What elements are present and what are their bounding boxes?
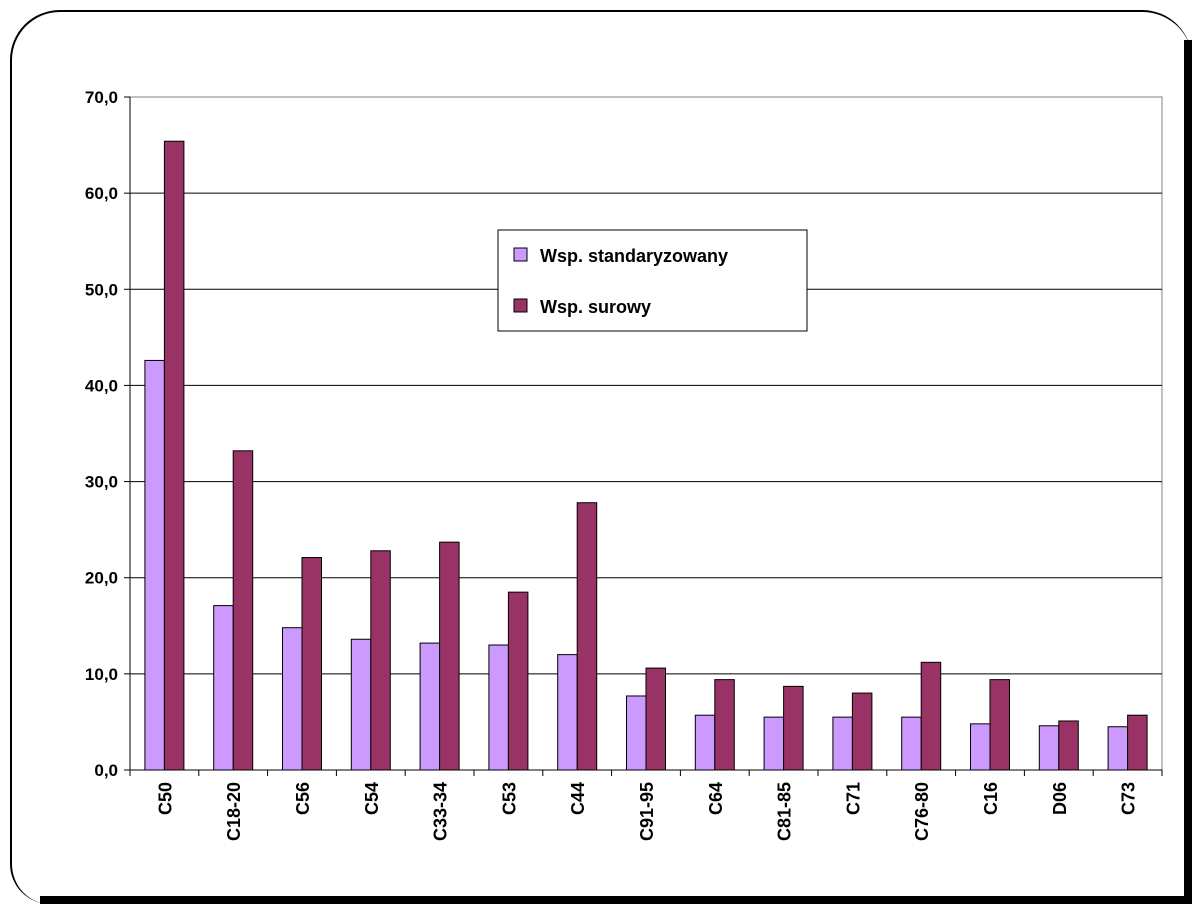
bar-raw — [370, 550, 391, 771]
bar-standardized — [488, 644, 509, 771]
bar-raw — [576, 502, 598, 771]
y-tick-label: 50,0 — [85, 280, 118, 299]
bar-raw — [439, 541, 460, 771]
bar-raw — [163, 140, 185, 771]
bar-standardized — [144, 359, 165, 771]
y-tick-label: 0,0 — [94, 761, 118, 780]
legend-label-standardized: Wsp. standaryzowany — [540, 246, 728, 266]
bar-standardized — [763, 716, 785, 771]
x-tick-label: C91-95 — [637, 782, 657, 841]
legend-swatch-raw — [513, 298, 528, 313]
x-tick-label: C16 — [981, 782, 1001, 815]
y-tick-label: 60,0 — [85, 184, 118, 203]
bar-raw — [232, 450, 254, 771]
bar-standardized — [901, 716, 922, 771]
bar-raw — [645, 667, 666, 771]
x-tick-label: C81-85 — [775, 782, 795, 841]
bar-standardized — [282, 627, 303, 771]
bar-standardized — [1107, 726, 1129, 771]
bar-raw — [851, 692, 873, 771]
y-tick-label: 10,0 — [85, 665, 118, 684]
y-tick-label: 70,0 — [85, 88, 118, 107]
axes-layer: 0,0 10,0 20,0 30,0 40,0 50,0 60,0 70,0 C50 C18-20… — [85, 88, 1163, 841]
x-tick-label: C53 — [499, 782, 519, 815]
x-tick-label: C50 — [155, 782, 175, 815]
bar-raw — [1127, 714, 1148, 771]
x-tick-label: C56 — [293, 782, 313, 815]
bar-standardized — [213, 605, 234, 771]
bar-standardized — [832, 716, 853, 771]
bar-raw — [714, 679, 735, 771]
bar-raw — [783, 685, 804, 771]
bar-standardized — [557, 654, 578, 771]
bar-raw — [1058, 720, 1079, 771]
x-tick-label: C64 — [706, 782, 726, 815]
x-tick-label: D06 — [1050, 782, 1070, 815]
legend: Wsp. standaryzowany Wsp. surowy — [497, 229, 808, 332]
frame-shadow-right — [1184, 40, 1192, 904]
bar-standardized — [350, 638, 372, 771]
x-tick-label: C76-80 — [912, 782, 932, 841]
y-tick-label: 20,0 — [85, 569, 118, 588]
x-tick-label: C18-20 — [224, 782, 244, 841]
bar-raw — [507, 591, 529, 771]
bar-raw — [920, 661, 942, 771]
bars-layer — [144, 140, 1148, 771]
x-tick-label: C44 — [568, 782, 588, 815]
bar-raw — [989, 679, 1010, 771]
x-tick-label: C33-34 — [431, 782, 451, 841]
x-tick-label: C71 — [843, 782, 863, 815]
y-tick-label: 40,0 — [85, 376, 118, 395]
bar-standardized — [970, 723, 991, 771]
bar-standardized — [1038, 725, 1060, 771]
legend-swatch-standardized — [513, 247, 528, 262]
frame-shadow-bottom — [40, 896, 1192, 904]
x-tick-label: C54 — [362, 782, 382, 815]
x-tick-label: C73 — [1119, 782, 1139, 815]
legend-label-raw: Wsp. surowy — [540, 297, 651, 317]
y-tick-label: 30,0 — [85, 473, 118, 492]
bar-standardized — [626, 695, 647, 771]
bar-raw — [301, 557, 322, 771]
bar-standardized — [419, 642, 441, 771]
bar-standardized — [694, 714, 716, 771]
legend-box — [497, 229, 808, 332]
